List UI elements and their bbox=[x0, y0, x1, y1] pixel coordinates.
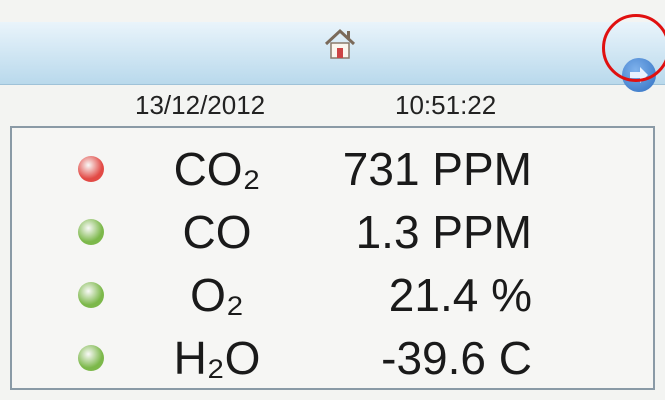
reading-value: 21.4 % bbox=[252, 268, 532, 322]
status-indicator bbox=[78, 219, 104, 245]
home-button[interactable] bbox=[322, 26, 358, 62]
status-indicator bbox=[78, 345, 104, 371]
status-indicator bbox=[78, 282, 104, 308]
highlight-circle bbox=[602, 14, 665, 82]
reading-row: H₂O-39.6 C bbox=[12, 325, 653, 387]
device-screen: {"header": {"date": "13/12/2012", "time"… bbox=[0, 0, 665, 400]
top-bar bbox=[0, 22, 665, 85]
reading-value: 1.3 PPM bbox=[252, 205, 532, 259]
date: 13/12/2012 bbox=[135, 90, 265, 121]
status-indicator bbox=[78, 156, 104, 182]
date-time: 13/12/2012 10:51:22 bbox=[0, 88, 665, 124]
reading-value: -39.6 C bbox=[252, 331, 532, 385]
reading-value: 731 PPM bbox=[252, 142, 532, 196]
time: 10:51:22 bbox=[395, 90, 496, 121]
